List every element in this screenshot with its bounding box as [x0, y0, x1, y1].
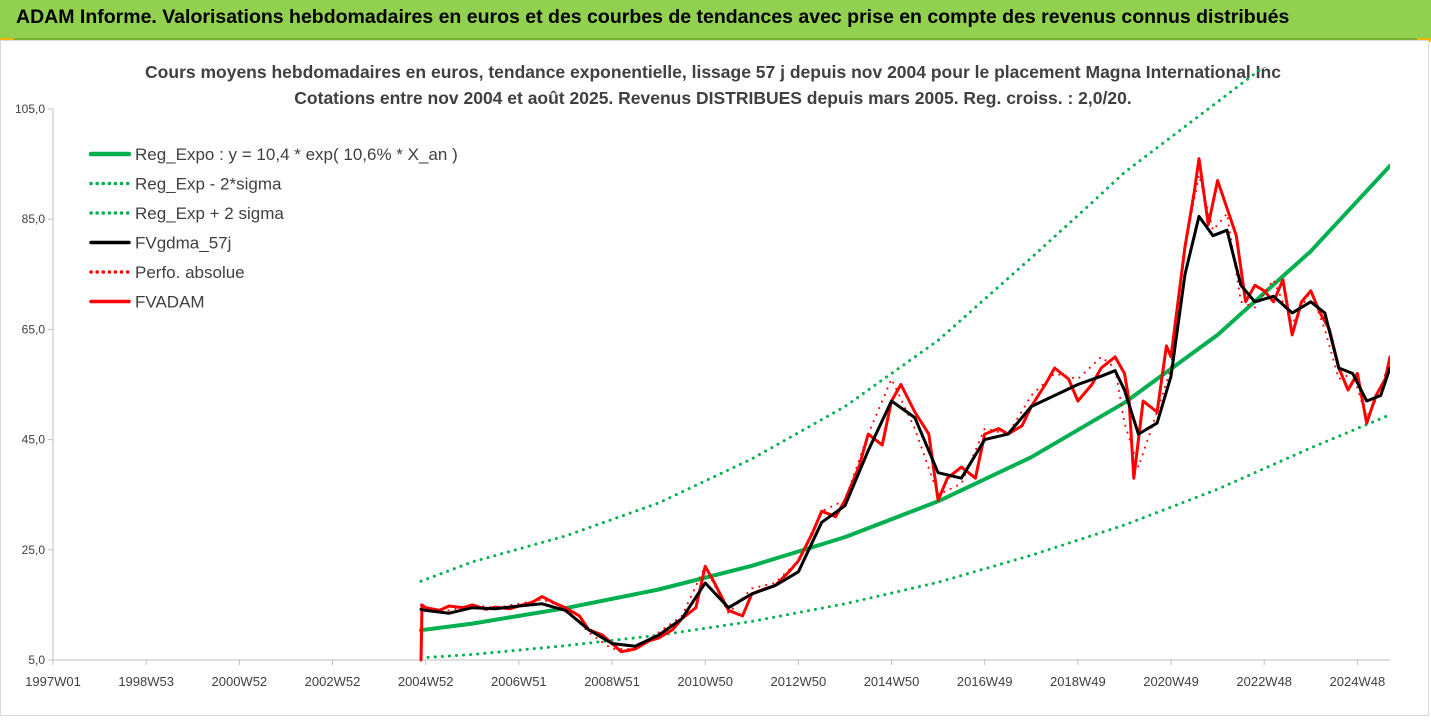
x-tick-label: 2024W48 [1330, 674, 1386, 689]
chart-subtitle: Cotations entre nov 2004 et août 2025. R… [294, 88, 1131, 108]
y-tick-label: 105,0 [15, 102, 45, 116]
series-line-2 [419, 67, 1267, 583]
x-tick-label: 1998W53 [118, 674, 174, 689]
x-tick-label: 2006W51 [491, 674, 547, 689]
legend-item: FVgdma_57j [89, 234, 231, 253]
x-tick-label: 2010W50 [677, 674, 733, 689]
series-line-4 [420, 174, 1390, 650]
x-tick-label: 2012W50 [771, 674, 827, 689]
page-title: ADAM Informe. Valorisations hebdomadaire… [16, 6, 1290, 28]
y-tick-label: 5,0 [28, 653, 45, 667]
series-line-0 [419, 163, 1390, 633]
x-tick-label: 2014W50 [864, 674, 920, 689]
chart-title: Cours moyens hebdomadaires en euros, ten… [145, 62, 1281, 82]
x-tick-label: 2022W48 [1236, 674, 1292, 689]
legend-item: Reg_Exp + 2 sigma [89, 204, 284, 223]
x-tick-label: 2002W52 [305, 674, 361, 689]
chart-area: Cours moyens hebdomadaires en euros, ten… [0, 40, 1429, 716]
legend-item: Reg_Exp - 2*sigma [89, 175, 282, 194]
legend-item: Perfo. absolue [89, 263, 245, 282]
series-line-3 [419, 214, 1390, 648]
y-tick-label: 25,0 [22, 543, 46, 557]
title-backdrop [186, 49, 1239, 113]
legend-label: Reg_Exp - 2*sigma [135, 175, 282, 194]
x-tick-label: 1997W01 [25, 674, 81, 689]
x-tick-label: 2018W49 [1050, 674, 1106, 689]
y-tick-label: 85,0 [22, 212, 46, 226]
line-chart: Cours moyens hebdomadaires en euros, ten… [15, 49, 1390, 689]
title-banner: ADAM Informe. Valorisations hebdomadaire… [0, 0, 1431, 40]
legend-label: Reg_Expo : y = 10,4 * exp( 10,6% * X_an … [135, 145, 458, 164]
series-line-1 [419, 413, 1390, 660]
legend-label: Perfo. absolue [135, 263, 245, 282]
x-tick-label: 2020W49 [1143, 674, 1199, 689]
legend-item: FVADAM [89, 293, 205, 312]
legend-label: FVADAM [135, 293, 205, 312]
legend-label: Reg_Exp + 2 sigma [135, 204, 284, 223]
x-tick-label: 2000W52 [212, 674, 268, 689]
legend: Reg_Expo : y = 10,4 * exp( 10,6% * X_an … [88, 145, 458, 312]
series-group [419, 67, 1390, 662]
y-tick-label: 45,0 [22, 433, 46, 447]
x-tick-label: 2008W51 [584, 674, 640, 689]
x-tick-label: 2016W49 [957, 674, 1013, 689]
series-line-5 [419, 157, 1390, 662]
y-tick-label: 65,0 [22, 322, 46, 336]
axes: 5,0 25,0 45,0 65,0 85,0 105,0 1997W01 1998W53 20… [15, 102, 1390, 689]
legend-label: FVgdma_57j [135, 234, 231, 253]
x-tick-label: 2004W52 [398, 674, 454, 689]
legend-item: Reg_Expo : y = 10,4 * exp( 10,6% * X_an … [88, 145, 458, 164]
